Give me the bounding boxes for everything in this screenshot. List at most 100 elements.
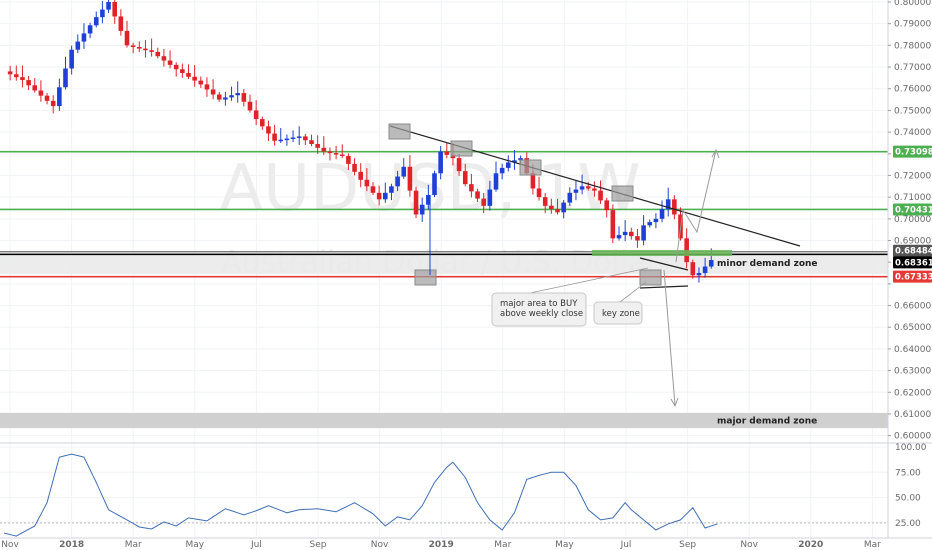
candle-body bbox=[321, 147, 327, 152]
candle-body bbox=[7, 71, 13, 75]
candle-body bbox=[278, 139, 284, 142]
candle-body bbox=[253, 110, 259, 120]
swing-point-box[interactable] bbox=[611, 185, 634, 202]
callout-pointer bbox=[529, 267, 649, 294]
price-axis-label: 0.74000 bbox=[894, 128, 931, 138]
candle-body bbox=[112, 2, 117, 17]
callout-text: above weekly close bbox=[500, 309, 583, 319]
bearish-projection-path[interactable] bbox=[663, 269, 676, 406]
time-axis-label: Mar bbox=[864, 540, 881, 550]
time-axis-label: Sep bbox=[310, 540, 327, 550]
bullish-projection-path[interactable] bbox=[675, 149, 717, 263]
swing-point-box[interactable] bbox=[388, 123, 411, 140]
candle-body bbox=[315, 144, 320, 148]
candle-body bbox=[536, 188, 542, 198]
candle-body bbox=[167, 60, 173, 65]
osc-axis-label: 50.00 bbox=[895, 494, 921, 504]
candle-body bbox=[327, 151, 333, 154]
swing-point-box[interactable] bbox=[414, 269, 437, 286]
price-axis-label: 0.80000 bbox=[894, 0, 931, 8]
callout-text: major area to BUY bbox=[500, 299, 578, 309]
price-label-box bbox=[893, 145, 932, 158]
price-label: 0.73098 bbox=[895, 148, 932, 158]
candle-body bbox=[38, 90, 44, 96]
price-axis-label: 0.77000 bbox=[894, 63, 931, 73]
price-label: 0.68484 bbox=[895, 247, 932, 257]
candle-body bbox=[14, 74, 19, 78]
price-axis-label: 0.64000 bbox=[894, 345, 931, 355]
price-axis-label: 0.70000 bbox=[894, 215, 931, 225]
candle-body bbox=[216, 94, 222, 100]
candle-body bbox=[493, 173, 499, 190]
zone-label: minor demand zone bbox=[717, 259, 818, 269]
price-axis-label: 0.76000 bbox=[894, 85, 931, 95]
candle-body bbox=[395, 176, 400, 187]
time-axis-label: May bbox=[555, 540, 574, 550]
swing-point-box[interactable] bbox=[519, 159, 542, 176]
candle-body bbox=[487, 189, 493, 206]
candle-body bbox=[75, 41, 81, 50]
oscillator-pane bbox=[0, 442, 932, 537]
wedge-lower-line[interactable] bbox=[639, 285, 689, 289]
candle-body bbox=[604, 200, 609, 211]
candle-body bbox=[303, 136, 308, 141]
candle-body bbox=[198, 80, 204, 85]
candle-body bbox=[702, 266, 708, 274]
candle-body bbox=[272, 133, 277, 141]
swing-point-box[interactable] bbox=[450, 140, 473, 157]
candle-body bbox=[506, 162, 511, 168]
price-axis-label: 0.61000 bbox=[894, 410, 931, 420]
candle-body bbox=[192, 76, 197, 81]
candle-body bbox=[530, 173, 536, 189]
oscillator-series-line bbox=[3, 453, 718, 537]
candle-body bbox=[635, 236, 640, 241]
candle-body bbox=[364, 179, 370, 187]
candle-body bbox=[241, 93, 247, 102]
price-label-box bbox=[893, 256, 932, 269]
candle-body bbox=[100, 9, 105, 18]
candle-body bbox=[57, 87, 62, 107]
price-axis-label: 0.62000 bbox=[894, 388, 931, 398]
price-label: 0.68361 bbox=[895, 258, 932, 268]
callout-box[interactable] bbox=[491, 292, 587, 327]
candle-body bbox=[155, 51, 161, 57]
candle-body bbox=[143, 48, 148, 51]
time-axis-label: Jul bbox=[620, 540, 632, 550]
price-label-box bbox=[893, 270, 932, 283]
price-axis-label: 0.65000 bbox=[894, 323, 931, 333]
time-axis-label: 2020 bbox=[798, 540, 823, 550]
candle-body bbox=[161, 56, 167, 61]
price-axis-label: 0.79000 bbox=[894, 20, 931, 30]
candle-body bbox=[672, 199, 677, 215]
candle-body bbox=[186, 73, 191, 77]
candle-body bbox=[118, 16, 124, 31]
time-axis-label: Mar bbox=[494, 540, 511, 550]
time-axis-label: Sep bbox=[679, 540, 696, 550]
candle-body bbox=[579, 186, 585, 190]
wedge-upper-line[interactable] bbox=[639, 257, 689, 271]
candle-body bbox=[223, 97, 228, 100]
candle-body bbox=[696, 273, 702, 276]
candle-body bbox=[469, 184, 474, 192]
candle-body bbox=[290, 137, 296, 140]
candle-body bbox=[333, 153, 339, 155]
candle-body bbox=[32, 85, 38, 91]
candle-body bbox=[629, 231, 634, 237]
demand-zones: minor demand zone major demand zone bbox=[0, 251, 888, 429]
candle-body bbox=[573, 189, 579, 193]
price-label-box bbox=[893, 203, 932, 216]
candle-body bbox=[426, 194, 431, 205]
candle-body bbox=[462, 171, 468, 185]
candle-body bbox=[352, 163, 357, 172]
callout-box[interactable] bbox=[593, 301, 643, 325]
candle-body bbox=[616, 235, 622, 239]
swing-point-box[interactable] bbox=[639, 269, 662, 286]
candle-body bbox=[296, 136, 302, 138]
callout-text: key zone bbox=[602, 309, 640, 319]
green-highlight-bar[interactable] bbox=[592, 250, 732, 256]
time-axis-label: 2019 bbox=[429, 540, 454, 550]
candle-body bbox=[180, 69, 185, 74]
